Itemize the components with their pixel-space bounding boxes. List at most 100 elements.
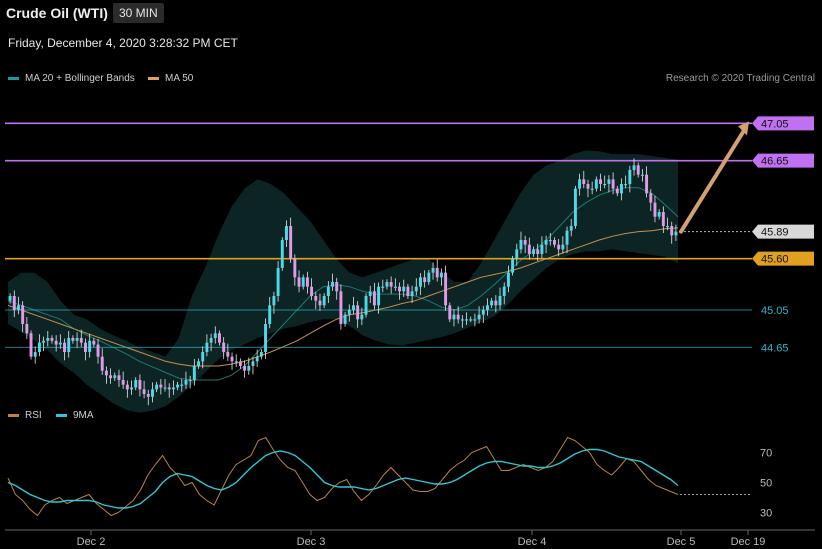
candle-body (494, 300, 498, 306)
interval-button[interactable]: 30 MIN (113, 3, 164, 23)
candle-body (46, 338, 50, 341)
level-tag-0 (752, 116, 814, 131)
candle-body (305, 277, 309, 287)
candle-body (511, 258, 515, 273)
candle-body (17, 305, 20, 310)
candle-body (75, 338, 79, 341)
candle-body (393, 286, 397, 288)
candle-body (640, 174, 644, 176)
candle-body (234, 361, 238, 363)
candle-body (674, 231, 678, 236)
candle-body (506, 272, 510, 287)
candle-body (456, 314, 460, 320)
legend-ma20-label: MA 20 + Bollinger Bands (25, 73, 135, 84)
candle-body (92, 340, 96, 345)
candle-body (569, 226, 573, 231)
candle-body (310, 286, 314, 296)
candle-body (201, 352, 205, 362)
candle-body (548, 240, 552, 242)
candle-body (536, 249, 540, 254)
candle-body (439, 272, 443, 278)
candle-body (502, 286, 506, 296)
candle-body (435, 268, 439, 278)
candle-body (398, 286, 401, 292)
candle-body (335, 282, 339, 292)
candle-body (326, 286, 330, 296)
candle-body (100, 356, 104, 371)
candle-body (272, 296, 276, 306)
candle-body (486, 305, 489, 310)
candle-body (473, 319, 477, 321)
legend-9ma[interactable]: 9MA (56, 410, 94, 421)
candle-body (465, 319, 468, 321)
candle-body (8, 296, 12, 301)
candle-body (142, 389, 146, 394)
candle-body (301, 277, 305, 287)
rsi-tick-30: 30 (760, 508, 772, 520)
candle-body (222, 342, 226, 352)
candle-body (146, 394, 150, 397)
candle-body (209, 338, 213, 343)
candle-body (431, 268, 435, 273)
candle-body (661, 212, 665, 226)
level-tag-2 (752, 251, 814, 266)
candle-body (21, 305, 25, 324)
rsi-series-9ma (7, 448, 679, 509)
candle-body (280, 240, 284, 268)
candle-body (544, 240, 548, 245)
candle-body (448, 305, 452, 320)
level-label-2: 45.60 (761, 254, 789, 266)
candle-body (54, 340, 58, 345)
candle-body (121, 380, 125, 385)
candle-body (96, 344, 100, 357)
candle-body (251, 361, 255, 366)
candle-body (339, 291, 343, 324)
candle-body (176, 384, 180, 388)
candle-body (347, 310, 351, 315)
candle-body (151, 389, 154, 397)
candle-body (427, 272, 431, 282)
candle-body (377, 286, 381, 306)
ma50-line (7, 227, 679, 367)
candle-body (314, 296, 318, 301)
candle-body (624, 184, 628, 186)
candle-body (628, 170, 632, 184)
last-price-tag (752, 224, 814, 239)
rsi-tick-50: 50 (760, 478, 772, 490)
candle-body (268, 305, 272, 324)
candle-body (289, 226, 293, 259)
candle-body (50, 338, 54, 341)
candle-body (469, 319, 473, 321)
candle-body (247, 366, 251, 371)
candle-body (218, 333, 221, 343)
candle-body (322, 296, 326, 306)
candle-body (385, 282, 389, 287)
level-tag-1 (752, 153, 814, 168)
candle-body (532, 249, 535, 254)
candle-body (481, 310, 485, 315)
legend-rsi[interactable]: RSI (8, 410, 42, 421)
candle-body (58, 342, 62, 345)
candle-body (12, 296, 16, 310)
candle-body (611, 179, 615, 189)
candle-body (599, 179, 602, 184)
candle-body (125, 384, 129, 390)
candle-body (402, 286, 406, 292)
candle-body (578, 179, 582, 189)
candle-body (104, 370, 108, 376)
candle-body (653, 202, 657, 217)
candle-body (67, 338, 71, 352)
ma9-swatch-icon (56, 414, 67, 417)
candle-body (657, 212, 661, 217)
candle-body (615, 188, 619, 194)
legend-ma50[interactable]: MA 50 (148, 73, 193, 84)
candle-body (352, 305, 355, 310)
candle-body (331, 282, 334, 287)
candle-body (356, 305, 360, 320)
candle-body (406, 286, 410, 296)
projection-arrowhead-icon (738, 121, 749, 136)
candle-body (29, 333, 33, 357)
candle-body (130, 387, 133, 390)
legend-ma20-bb[interactable]: MA 20 + Bollinger Bands (8, 73, 135, 84)
